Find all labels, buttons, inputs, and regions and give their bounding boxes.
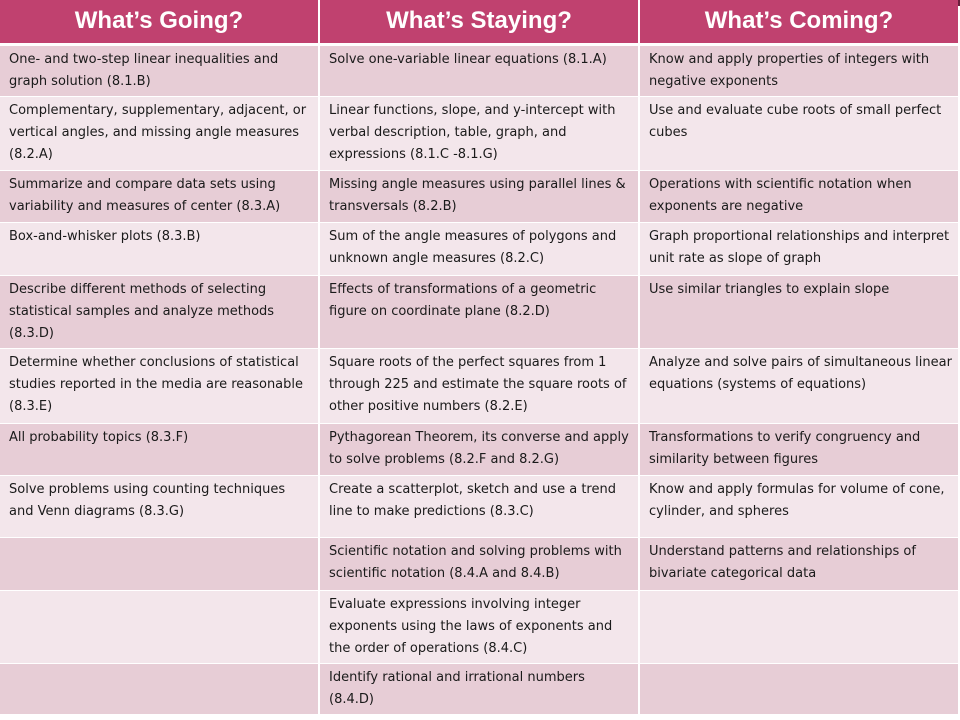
cell-going: Summarize and compare data sets using va… <box>0 170 320 223</box>
table-row: Box-and-whisker plots (8.3.B) Sum of the… <box>0 222 958 276</box>
cell-going: Complementary, supplementary, adjacent, … <box>0 96 320 171</box>
table-row: All probability topics (8.3.F) Pythagore… <box>0 423 958 476</box>
table-row: Complementary, supplementary, adjacent, … <box>0 96 958 171</box>
cell-staying: Create a scatterplot, sketch and use a t… <box>319 475 640 538</box>
cell-staying: Sum of the angle measures of polygons an… <box>319 222 640 276</box>
cell-staying: Square roots of the perfect squares from… <box>319 348 640 424</box>
cell-going: Box-and-whisker plots (8.3.B) <box>0 222 320 276</box>
cell-coming: Know and apply properties of integers wi… <box>639 44 958 97</box>
cell-staying: Identify rational and irrational numbers… <box>319 663 640 715</box>
cell-coming: Transformations to verify congruency and… <box>639 423 958 476</box>
cell-going: All probability topics (8.3.F) <box>0 423 320 476</box>
cell-staying: Missing angle measures using parallel li… <box>319 170 640 223</box>
table-row: Describe different methods of selecting … <box>0 275 958 349</box>
table-row: Determine whether conclusions of statist… <box>0 348 958 424</box>
table-row: One- and two-step linear inequalities an… <box>0 44 958 97</box>
cell-coming: Analyze and solve pairs of simultaneous … <box>639 348 958 424</box>
cell-going: Determine whether conclusions of statist… <box>0 348 320 424</box>
cell-going: Describe different methods of selecting … <box>0 275 320 349</box>
cell-staying: Evaluate expressions involving integer e… <box>319 590 640 664</box>
cell-going: One- and two-step linear inequalities an… <box>0 44 320 97</box>
cell-coming: Know and apply formulas for volume of co… <box>639 475 958 538</box>
table-row: Identify rational and irrational numbers… <box>0 663 958 715</box>
table-row: Scientific notation and solving problems… <box>0 537 958 591</box>
cell-staying: Linear functions, slope, and y-intercept… <box>319 96 640 171</box>
cell-staying: Pythagorean Theorem, its converse and ap… <box>319 423 640 476</box>
cell-staying: Effects of transformations of a geometri… <box>319 275 640 349</box>
cell-coming: Operations with scientific notation when… <box>639 170 958 223</box>
cell-staying: Solve one-variable linear equations (8.1… <box>319 44 640 97</box>
cell-coming: Graph proportional relationships and int… <box>639 222 958 276</box>
header-whats-going: What’s Going? <box>0 0 320 46</box>
cell-coming <box>639 663 958 715</box>
cell-coming <box>639 590 958 664</box>
cell-staying: Scientific notation and solving problems… <box>319 537 640 591</box>
table-row: Solve problems using counting techniques… <box>0 475 958 538</box>
cell-going <box>0 663 320 715</box>
table-row: Summarize and compare data sets using va… <box>0 170 958 223</box>
cell-going: Solve problems using counting techniques… <box>0 475 320 538</box>
cell-going <box>0 537 320 591</box>
cell-going <box>0 590 320 664</box>
cell-coming: Use similar triangles to explain slope <box>639 275 958 349</box>
header-whats-staying: What’s Staying? <box>319 0 640 46</box>
cell-coming: Understand patterns and relationships of… <box>639 537 958 591</box>
table-row: Evaluate expressions involving integer e… <box>0 590 958 664</box>
cell-coming: Use and evaluate cube roots of small per… <box>639 96 958 171</box>
header-row: What’s Going? What’s Staying? What’s Com… <box>0 0 958 46</box>
header-whats-coming: What’s Coming? <box>639 0 958 46</box>
